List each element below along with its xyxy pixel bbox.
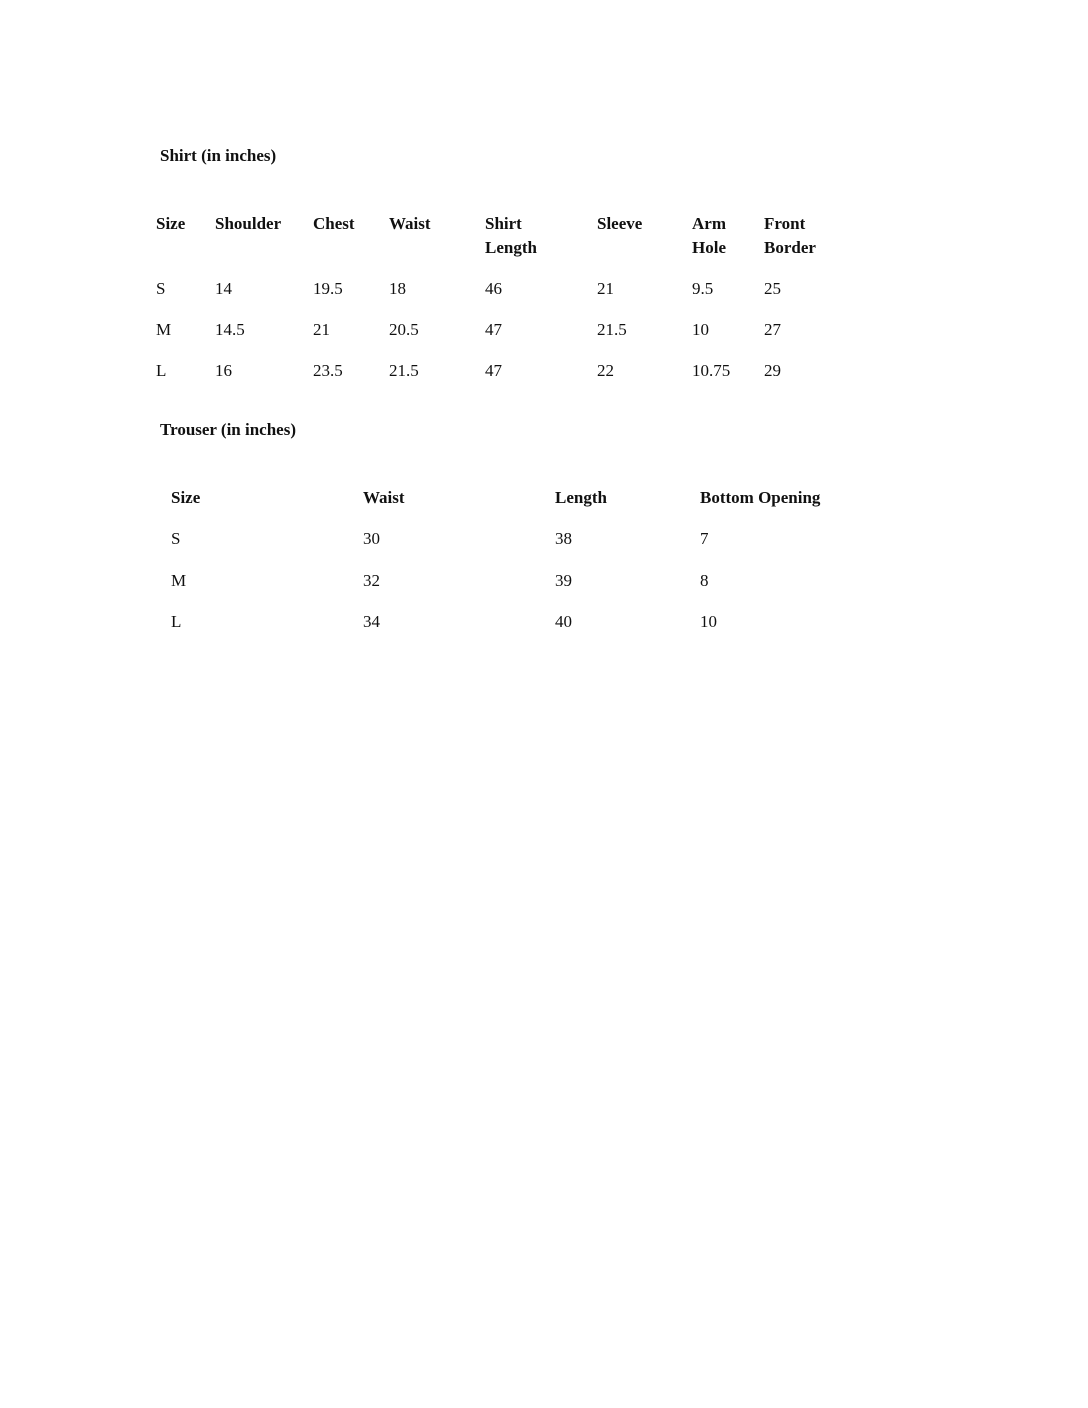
shirt-cell: 9.5 [692,279,714,298]
shirt-cell: 47 [485,361,502,380]
shirt-header-shoulder: Shoulder [215,214,282,233]
trouser-cell: 30 [363,529,380,548]
trouser-cell: 40 [555,612,572,631]
shirt-cell: 46 [485,279,502,298]
shirt-cell: S [156,279,166,298]
trouser-header-bottom-opening: Bottom Opening [700,488,821,507]
shirt-header-shirt-length: Shirt Length [485,214,537,257]
shirt-cell: 14 [215,279,232,298]
shirt-cell: 21.5 [597,320,627,339]
shirt-cell: 20.5 [389,320,419,339]
trouser-cell: 39 [555,571,572,590]
shirt-header-sleeve: Sleeve [597,214,643,233]
trouser-cell: 34 [363,612,380,631]
shirt-cell: 47 [485,320,502,339]
trouser-cell: 38 [555,529,572,548]
shirt-cell: 23.5 [313,361,343,380]
shirt-cell: 21.5 [389,361,419,380]
shirt-cell: 16 [215,361,232,380]
shirt-cell: 14.5 [215,320,245,339]
trouser-cell: L [171,612,182,631]
shirt-header-front-border: Front Border [764,214,816,257]
trouser-cell: 8 [700,571,709,590]
trouser-cell: M [171,571,187,590]
shirt-cell: 29 [764,361,781,380]
shirt-cell: M [156,320,172,339]
trouser-header-length: Length [555,488,607,507]
trouser-header-waist: Waist [363,488,405,507]
shirt-cell: 22 [597,361,614,380]
shirt-cell: 21 [313,320,330,339]
shirt-cell: 19.5 [313,279,343,298]
trouser-cell: S [171,529,181,548]
shirt-header-chest: Chest [313,214,355,233]
shirt-table-title: Shirt (in inches) [160,146,277,165]
shirt-cell: 25 [764,279,781,298]
shirt-header-size: Size [156,214,186,233]
shirt-cell: L [156,361,167,380]
shirt-header-arm-hole: Arm Hole [692,214,726,257]
shirt-cell: 10.75 [692,361,731,380]
trouser-cell: 10 [700,612,717,631]
shirt-header-waist: Waist [389,214,431,233]
shirt-cell: 21 [597,279,614,298]
shirt-cell: 27 [764,320,781,339]
shirt-cell: 18 [389,279,406,298]
shirt-cell: 10 [692,320,709,339]
trouser-cell: 32 [363,571,380,590]
trouser-table-title: Trouser (in inches) [160,420,297,439]
trouser-header-size: Size [171,488,201,507]
trouser-cell: 7 [700,529,709,548]
